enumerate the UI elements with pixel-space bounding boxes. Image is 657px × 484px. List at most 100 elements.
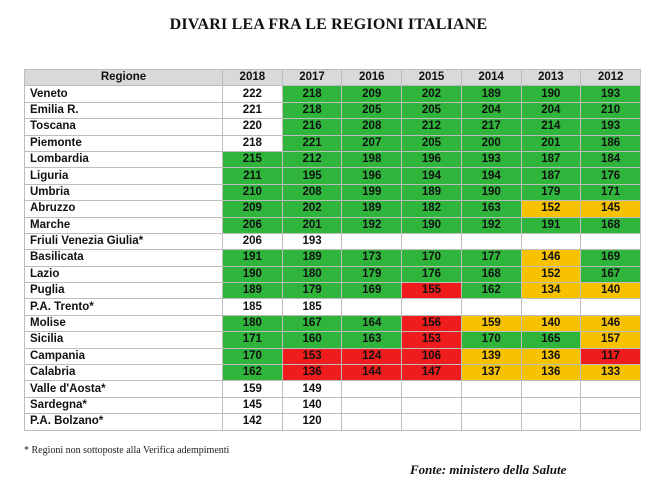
lea-score-cell: 210 [222,183,283,202]
lea-score-cell: 200 [460,134,522,152]
table-row: Basilicata 191 189 173 170 177 146 169 [24,249,641,267]
lea-score-cell: 212 [281,150,343,169]
lea-score-cell: 124 [341,347,403,366]
lea-score-cell: 159 [460,314,522,333]
region-name: Puglia [24,282,223,300]
lea-score-cell: 136 [520,347,582,366]
region-name: Calabria [24,364,223,382]
lea-score-cell: 168 [580,216,641,234]
lea-score-cell: 204 [460,101,522,120]
page-title: DIVARI LEA FRA LE REGIONI ITALIANE [169,16,488,33]
footnote: * Regioni non sottoposte alla Verifica a… [24,445,230,456]
lea-score-cell: 202 [281,200,343,218]
lea-score-cell: 152 [520,265,582,284]
lea-score-cell: 189 [222,282,283,300]
region-name: P.A. Bolzano* [24,413,223,431]
table-row: Sicilia 171 160 163 153 170 165 157 [24,331,641,349]
lea-score-cell: 177 [460,249,522,267]
table-row: Piemonte 218 221 207 205 200 201 186 [24,134,641,152]
lea-score-cell: 207 [341,134,403,152]
lea-score-cell: 156 [401,314,462,333]
lea-score-cell: 155 [401,282,462,300]
lea-score-cell: 218 [222,134,283,152]
column-header: 2016 [341,68,403,87]
lea-score-cell: 170 [460,331,522,349]
lea-score-cell: 192 [460,216,522,234]
lea-score-cell: 133 [580,364,641,382]
lea-score-cell: 185 [222,298,283,316]
lea-score-cell: 164 [341,314,403,333]
lea-score-cell: 192 [341,216,403,234]
table-row: Lombardia 215 212 198 196 193 187 184 [24,150,641,169]
lea-score-cell: 162 [222,364,283,382]
lea-score-cell: 189 [281,249,343,267]
lea-score-cell: 147 [401,364,462,382]
lea-score-cell: 145 [222,396,283,415]
lea-score-cell: 165 [520,331,582,349]
table-row: Lazio 190 180 179 176 168 152 167 [24,265,641,284]
lea-score-cell: 140 [520,314,582,333]
table-row: Liguria 211 195 196 194 194 187 176 [24,167,641,185]
region-name: Emilia R. [24,101,223,120]
lea-score-cell: 162 [460,282,522,300]
lea-score-cell: 146 [580,314,641,333]
lea-score-cell: 191 [222,249,283,267]
lea-score-cell: 163 [341,331,403,349]
column-header: 2014 [460,68,522,87]
lea-score-cell [401,232,462,251]
table-header-row: Regione 2018 2017 2016 2015 2014 2013 20… [24,68,641,87]
lea-score-cell: 202 [401,85,462,103]
table-row: Calabria 162 136 144 147 137 136 133 [24,364,641,382]
table-row: Veneto 222 218 209 202 189 190 193 [24,85,641,103]
lea-score-cell: 180 [222,314,283,333]
lea-score-cell: 205 [341,101,403,120]
lea-score-cell [341,380,403,398]
region-name: Lombardia [24,150,223,169]
column-header: 2017 [281,68,343,87]
lea-score-cell: 142 [222,413,283,431]
table-row: Umbria 210 208 199 189 190 179 171 [24,183,641,202]
region-name: Molise [24,314,223,333]
lea-score-cell: 153 [281,347,343,366]
lea-score-cell [520,380,582,398]
lea-score-cell: 205 [401,134,462,152]
lea-score-cell: 144 [341,364,403,382]
lea-score-cell: 193 [281,232,343,251]
lea-score-cell: 170 [401,249,462,267]
lea-score-cell [520,396,582,415]
region-name: Campania [24,347,223,366]
lea-score-cell: 190 [401,216,462,234]
lea-score-cell: 137 [460,364,522,382]
column-header: 2018 [222,68,283,87]
lea-score-cell: 146 [520,249,582,267]
lea-score-cell [580,298,641,316]
lea-score-cell: 201 [520,134,582,152]
lea-table: Regione 2018 2017 2016 2015 2014 2013 20… [24,68,641,431]
lea-score-cell: 186 [580,134,641,152]
lea-score-cell: 196 [401,150,462,169]
lea-score-cell: 221 [222,101,283,120]
lea-score-cell: 190 [222,265,283,284]
table-row: Emilia R. 221 218 205 205 204 204 210 [24,101,641,120]
lea-score-cell: 194 [401,167,462,185]
lea-score-cell: 187 [520,150,582,169]
lea-score-cell: 222 [222,85,283,103]
lea-score-cell [580,413,641,431]
column-header: Regione [24,68,223,87]
lea-score-cell: 187 [520,167,582,185]
table-row: Puglia 189 179 169 155 162 134 140 [24,282,641,300]
lea-score-cell: 140 [281,396,343,415]
lea-score-cell: 206 [222,216,283,234]
lea-score-cell [341,298,403,316]
lea-score-cell: 191 [520,216,582,234]
table-row: P.A. Bolzano* 142 120 [24,413,641,431]
region-name: Veneto [24,85,223,103]
region-name: P.A. Trento* [24,298,223,316]
table-row: Toscana 220 216 208 212 217 214 193 [24,118,641,136]
lea-score-cell [460,232,522,251]
column-header: 2015 [401,68,462,87]
lea-score-cell: 153 [401,331,462,349]
table-row: Marche 206 201 192 190 192 191 168 [24,216,641,234]
lea-score-cell: 159 [222,380,283,398]
lea-score-cell: 168 [460,265,522,284]
